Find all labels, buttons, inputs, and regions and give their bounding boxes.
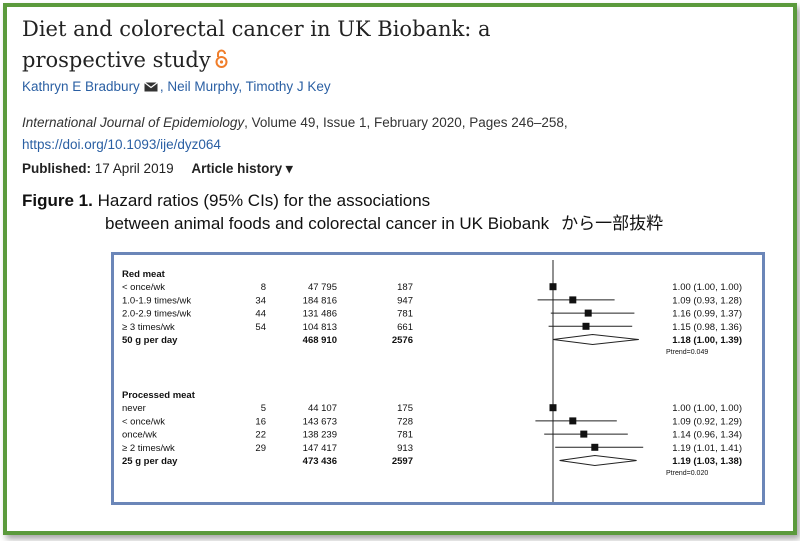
ptrend-text: Ptrend=0.020 [666,470,708,477]
row-participants: 468 910 [303,335,337,346]
row-cases: 16 [255,416,266,427]
caption-line-2-wrap: between animal foods and colorectal canc… [22,212,663,235]
figure-label: Figure 1. [22,191,93,210]
row-events: 2597 [392,456,413,467]
row-label: 2.0-2.9 times/wk [122,309,191,320]
row-cases: 8 [261,282,266,293]
row-participants: 473 436 [303,456,337,467]
row-label: < once/wk [122,282,165,293]
figure-caption: Figure 1. Hazard ratios (95% CIs) for th… [22,189,663,235]
group-title: Red meat [122,269,166,280]
row-participants: 131 486 [303,309,337,320]
row-participants: 44 107 [308,403,337,414]
row-cases: 22 [255,430,266,441]
caption-line-2: between animal foods and colorectal canc… [105,214,550,233]
row-events: 2576 [392,335,413,346]
author-link-2[interactable]: Neil Murphy [167,79,239,94]
open-access-lock-icon [215,47,228,78]
row-label: never [122,403,146,414]
summary-diamond [559,454,637,467]
row-hr-text: 1.16 (0.99, 1.37) [672,309,742,320]
caption-line-1: Hazard ratios (95% CIs) for the associat… [92,191,431,210]
row-participants: 143 673 [303,416,337,427]
published-date: 17 April 2019 [94,161,174,176]
row-label: ≥ 3 times/wk [122,322,175,333]
forest-plot-box: Red meat < once/wk 8 47 795 187 1.00 (1.00, 1… [111,252,765,505]
envelope-icon[interactable] [143,80,158,95]
row-participants: 138 239 [303,430,337,441]
row-label: once/wk [122,430,157,441]
row-hr-text: 1.14 (0.96, 1.34) [672,430,742,441]
hr-marker [549,404,557,412]
row-hr-text: 1.09 (0.92, 1.29) [672,416,742,427]
hr-marker [582,322,590,330]
row-participants: 184 816 [303,295,337,306]
row-cases: 29 [255,443,266,454]
row-label: < once/wk [122,416,165,427]
row-label: 25 g per day [122,456,178,467]
row-cases: 54 [255,322,266,333]
published-label: Published: [22,161,92,176]
row-events: 947 [397,295,413,306]
row-events: 187 [397,282,413,293]
hr-marker [591,443,599,451]
row-label: ≥ 2 times/wk [122,443,175,454]
row-cases: 34 [255,295,266,306]
ptrend-text: Ptrend=0.049 [666,349,708,356]
summary-diamond [552,333,639,346]
row-hr-text: 1.00 (1.00, 1.00) [672,282,742,293]
row-events: 728 [397,416,413,427]
publication-info: Published: 17 April 2019 Article history… [22,161,293,177]
row-label: 50 g per day [122,335,178,346]
journal-details: , Volume 49, Issue 1, February 2020, Pag… [244,115,568,130]
row-events: 175 [397,403,413,414]
caption-note: から一部抜粋 [561,214,664,233]
row-label: 1.0-1.9 times/wk [122,295,191,306]
row-hr-text: 1.15 (0.98, 1.36) [672,322,742,333]
row-hr-text: 1.18 (1.00, 1.39) [672,335,742,346]
row-events: 781 [397,309,413,320]
author-link-1[interactable]: Kathryn E Bradbury [22,79,140,94]
row-hr-text: 1.09 (0.93, 1.28) [672,295,742,306]
author-link-3[interactable]: Timothy J Key [245,79,331,94]
hr-marker [584,309,592,317]
journal-name: International Journal of Epidemiology [22,115,245,130]
journal-citation: International Journal of Epidemiology, V… [22,115,568,130]
row-cases: 5 [261,403,266,414]
article-title: Diet and colorectal cancer in UK Biobank… [22,14,582,78]
author-separator: , [159,79,168,94]
hr-marker [580,430,588,438]
forest-plot: Red meat < once/wk 8 47 795 187 1.00 (1.00, 1… [122,260,742,502]
row-participants: 147 417 [303,443,337,454]
doi-link[interactable]: https://doi.org/10.1093/ije/dyz064 [22,137,221,152]
row-participants: 47 795 [308,282,337,293]
row-events: 661 [397,322,413,333]
author-list: Kathryn E Bradbury, Neil Murphy, Timothy… [22,79,331,95]
row-events: 781 [397,430,413,441]
row-cases: 44 [255,309,266,320]
hr-marker [569,417,577,425]
hr-marker [549,283,557,291]
row-events: 913 [397,443,413,454]
article-history-dropdown[interactable]: Article history ▾ [191,161,293,176]
row-hr-text: 1.19 (1.01, 1.41) [672,443,742,454]
row-hr-text: 1.00 (1.00, 1.00) [672,403,742,414]
group-title: Processed meat [122,390,196,401]
row-hr-text: 1.19 (1.03, 1.38) [672,456,742,467]
author-separator: , [238,79,246,94]
article-title-text: Diet and colorectal cancer in UK Biobank… [22,17,491,72]
hr-marker [569,296,577,304]
row-participants: 104 813 [303,322,337,333]
